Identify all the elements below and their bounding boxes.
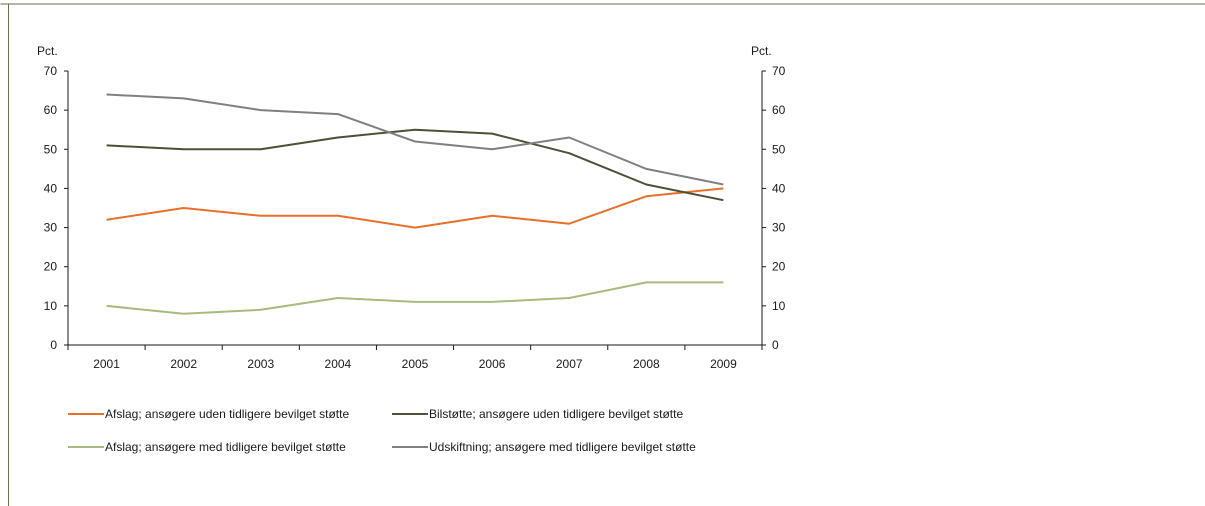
- right-y-tick-label: 20: [772, 260, 786, 274]
- x-tick-label: 2003: [247, 357, 274, 371]
- legend-label: Afslag; ansøgere uden tidligere bevilget…: [105, 407, 349, 421]
- series-line-3: [107, 282, 724, 313]
- right-y-tick-label: 50: [772, 142, 786, 156]
- left-y-tick-label: 70: [44, 64, 58, 78]
- left-y-tick-label: 30: [44, 221, 58, 235]
- x-tick-label: 2004: [325, 357, 352, 371]
- x-tick-label: 2005: [402, 357, 429, 371]
- right-y-tick-label: 40: [772, 181, 786, 195]
- chart-series: [107, 95, 724, 314]
- x-tick-label: 2008: [633, 357, 660, 371]
- right-y-tick-label: 30: [772, 221, 786, 235]
- chart-legend: Afslag; ansøgere uden tidligere bevilget…: [68, 407, 696, 454]
- right-y-tick-label: 0: [772, 338, 779, 352]
- right-y-tick-label: 70: [772, 64, 786, 78]
- left-y-tick-label: 50: [44, 142, 58, 156]
- x-tick-label: 2006: [479, 357, 506, 371]
- x-tick-label: 2007: [556, 357, 583, 371]
- left-y-tick-label: 0: [50, 338, 57, 352]
- left-y-tick-label: 20: [44, 260, 58, 274]
- x-tick-label: 2002: [170, 357, 197, 371]
- series-line-2: [107, 130, 724, 201]
- legend-label: Udskiftning; ansøgere med tidligere bevi…: [429, 440, 696, 454]
- x-tick-label: 2009: [710, 357, 737, 371]
- legend-label: Bilstøtte; ansøgere uden tidligere bevil…: [429, 407, 683, 421]
- series-line-1: [107, 188, 724, 227]
- left-y-tick-label: 60: [44, 103, 58, 117]
- left-y-tick-label: 40: [44, 181, 58, 195]
- right-axis-unit: Pct.: [751, 44, 772, 58]
- x-tick-label: 2001: [93, 357, 120, 371]
- chart-axes: 0 0 10 10 20 20 30 30 40 40 50 50 60 60 70 70 2001 2002 20…: [44, 64, 786, 371]
- right-y-tick-label: 60: [772, 103, 786, 117]
- right-y-tick-label: 10: [772, 299, 786, 313]
- legend-label: Afslag; ansøgere med tidligere bevilget …: [105, 440, 346, 454]
- left-axis-unit: Pct.: [37, 44, 58, 58]
- series-line-4: [107, 95, 724, 185]
- left-y-tick-label: 10: [44, 299, 58, 313]
